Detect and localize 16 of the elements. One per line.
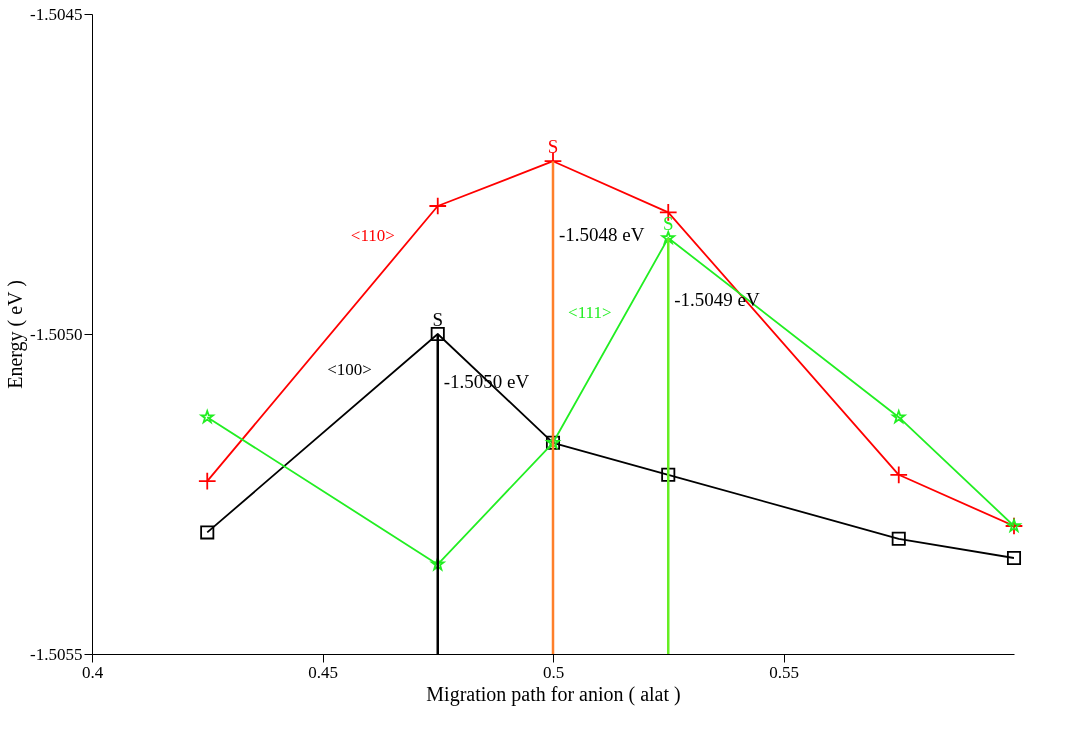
annotation: <110> bbox=[350, 225, 395, 245]
y-tick-label: -1.5045 bbox=[30, 4, 83, 24]
y-axis-title: Energy ( eV ) bbox=[4, 280, 28, 389]
x-tick-label: 0.5 bbox=[542, 662, 565, 682]
annotation: <111> bbox=[568, 302, 612, 322]
annotation: <100> bbox=[327, 360, 372, 380]
x-axis-title: Migration path for anion ( alat ) bbox=[426, 682, 681, 706]
y-tick-label: -1.5050 bbox=[30, 324, 83, 344]
annotation: S bbox=[547, 136, 559, 158]
annotation: S bbox=[432, 309, 444, 330]
x-tick-label: 0.4 bbox=[81, 662, 104, 682]
series-label: -1.5048 eV bbox=[559, 224, 645, 246]
annotation: S bbox=[662, 213, 674, 234]
x-tick-label: 0.45 bbox=[308, 662, 338, 682]
x-tick-label: 0.55 bbox=[769, 662, 799, 682]
y-tick-label: -1.5055 bbox=[30, 644, 83, 664]
